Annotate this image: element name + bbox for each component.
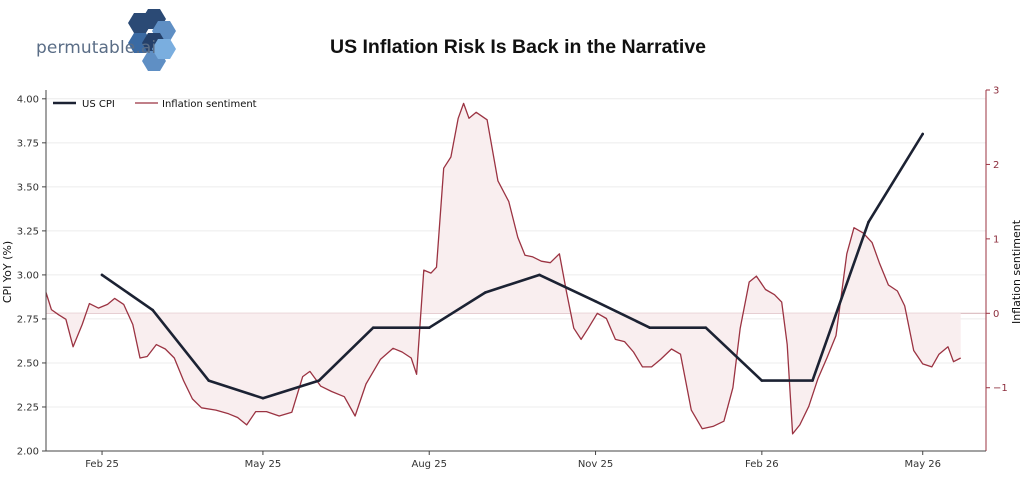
legend-label-us-cpi: US CPI [82,99,115,110]
y-tick-label: 3.50 [17,182,39,193]
hexagon-logo-icon [128,9,176,71]
x-tick-label: Feb 26 [745,459,779,470]
y2-axis-label: Inflation sentiment [1010,219,1023,324]
legend-label-inflation-sentiment: Inflation sentiment [162,99,257,110]
cpi-point [261,396,265,400]
series-inflation-sentiment [45,102,961,435]
cpi-point [921,132,924,136]
sentiment-line [45,102,961,435]
cpi-point [760,379,764,382]
x-axis-ticks: Feb 25 May 25 Aug 25 Nov 25 Feb 26 May 26 [85,451,941,470]
x-tick-label: Feb 25 [85,459,119,470]
x-tick-label: May 25 [245,459,282,470]
cpi-point [427,326,431,330]
x-tick-label: Nov 25 [578,459,613,470]
y-tick-label: 2.25 [17,402,39,413]
cpi-point [484,291,487,294]
y-tick-label: 3.00 [17,270,39,281]
y-tick-label: 2.50 [17,358,39,369]
legend: US CPI Inflation sentiment [53,99,257,110]
cpi-point [207,379,210,382]
y-tick-label: 2.00 [17,447,39,458]
y2-tick-label: 1 [993,234,999,245]
cpi-point [594,300,597,303]
logo-hex [152,39,176,59]
sentiment-area [46,103,961,434]
cpi-line [100,132,924,400]
chart-title: US Inflation Risk Is Back in the Narrati… [330,36,707,58]
y-axis-ticks: 2.00 2.25 2.50 2.75 3.00 3.25 3.50 3.75 4.00 [17,94,46,458]
cpi-point [100,273,104,277]
cpi-point [648,326,652,330]
cpi-point [811,379,814,382]
y-tick-label: 3.75 [17,138,39,149]
cpi-point [317,379,321,382]
cpi-point [151,308,154,312]
cpi-point [538,273,541,277]
cpi-point [704,326,708,330]
y2-tick-label: 2 [993,160,999,171]
y2-tick-label: 3 [993,86,999,97]
y2-axis-ticks: −1 0 1 2 3 [986,86,1008,394]
logo: permutable.ai [30,8,180,74]
y-tick-label: 2.75 [17,314,39,325]
cpi-point [371,326,375,330]
axes [45,90,987,452]
y-tick-label: 4.00 [17,94,39,105]
y-tick-label: 3.25 [17,226,39,237]
x-tick-label: Aug 25 [412,459,447,470]
y2-tick-label: −1 [993,383,1008,394]
series-us-cpi [100,132,924,400]
x-tick-label: May 26 [904,459,941,470]
y-axis-label: CPI YoY (%) [1,241,14,303]
cpi-point [867,220,870,224]
logo-text: permutable.ai [36,38,157,58]
sentiment-fill [46,103,961,434]
y2-tick-label: 0 [993,309,999,320]
